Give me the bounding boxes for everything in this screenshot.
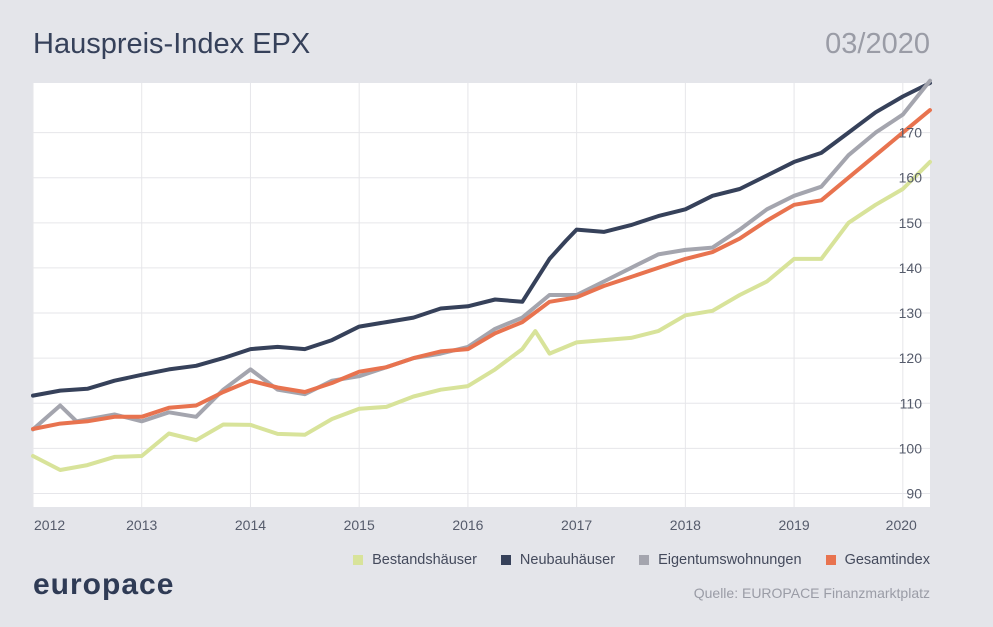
chart-title: Hauspreis-Index EPX (33, 28, 311, 60)
legend-swatch (639, 555, 650, 565)
series-line-neubauh-user (31, 81, 932, 398)
x-tick-label: 2013 (126, 517, 157, 533)
x-tick-label: 2020 (886, 517, 917, 533)
x-tick-labels: 2012 2013 2014 2015 2016 2017 2018 2019 2020 (34, 517, 917, 533)
y-tick-labels: 90 100 110 120 130 140 150 160 170 (899, 125, 923, 502)
legend-item: Neubauhäuser (500, 552, 616, 568)
legend-label: Bestandshäuser (372, 552, 477, 568)
y-tick-label: 110 (900, 395, 923, 411)
legend-item: Eigentumswohnungen (639, 552, 802, 568)
legend-label: Eigentumswohnungen (658, 552, 802, 568)
legend-label: Neubauhäuser (519, 552, 616, 568)
y-tick-label: 100 (899, 440, 923, 456)
y-tick-label: 150 (899, 215, 923, 231)
legend: Bestandshäuser Neubauhäuser Eigentumswohnu… (353, 552, 930, 568)
chart-date: 03/2020 (825, 28, 930, 60)
series-line-bestandsh-user (31, 159, 932, 472)
europace-logo: europace (33, 568, 175, 601)
grid-lines (32, 83, 930, 507)
legend-swatch (353, 555, 364, 565)
legend-item: Bestandshäuser (353, 552, 477, 568)
legend-label: Gesamtindex (844, 552, 930, 568)
y-tick-label: 170 (899, 125, 923, 141)
series-line-eigentumswohnungen (31, 78, 932, 432)
x-tick-label: 2016 (452, 517, 483, 533)
y-tick-label: 140 (899, 260, 923, 276)
source-note: Quelle: EUROPACE Finanzmarktplatz (693, 585, 930, 601)
legend-item: Gesamtindex (825, 552, 930, 568)
x-tick-label: 2017 (561, 517, 592, 533)
x-tick-label: 2019 (779, 517, 810, 533)
legend-swatch (500, 555, 511, 565)
x-tick-label: 2015 (344, 517, 375, 533)
x-tick-label: 2012 (34, 517, 65, 533)
y-tick-label: 120 (899, 350, 923, 366)
x-tick-label: 2014 (235, 517, 266, 533)
series-line-gesamtindex (31, 108, 932, 431)
y-tick-label: 90 (906, 485, 922, 501)
legend-swatch (825, 555, 836, 565)
x-tick-label: 2018 (670, 517, 701, 533)
y-tick-label: 130 (899, 305, 923, 321)
y-tick-label: 160 (899, 170, 923, 186)
plot-area (33, 83, 930, 507)
series-lines (31, 78, 932, 472)
